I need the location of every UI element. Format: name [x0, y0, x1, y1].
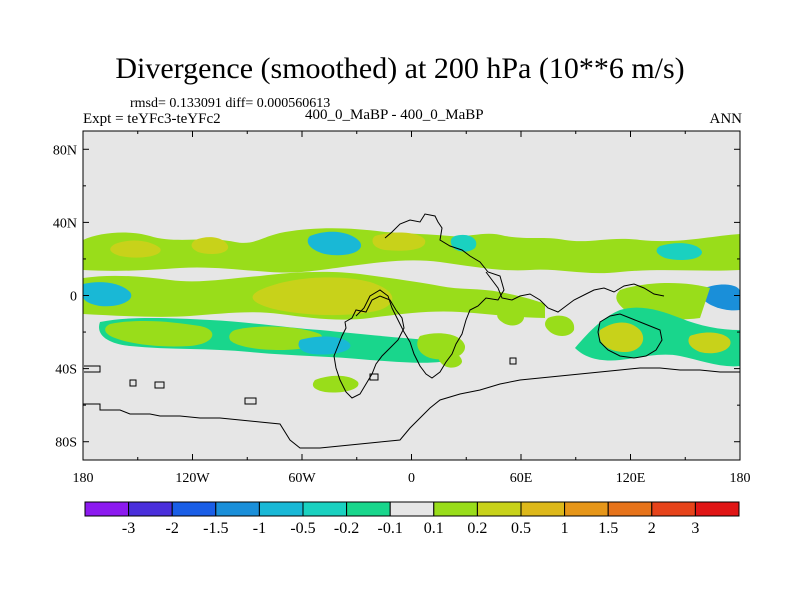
- coastline-antarctica: [83, 367, 740, 449]
- season-label: ANN: [709, 111, 743, 127]
- colorbar-label: 0.1: [424, 520, 444, 537]
- colorbar-label: 3: [691, 520, 699, 537]
- coastline-asia: [485, 271, 665, 313]
- colorbar-swatch: [128, 501, 173, 517]
- x-tick-label: 120E: [616, 471, 646, 486]
- field-south-east-pos-1: [599, 322, 644, 352]
- coastline-africa-europe: [355, 213, 505, 379]
- y-tick-label: 80S: [55, 436, 77, 451]
- x-tick-label: 0: [408, 471, 415, 486]
- contour-fields: [83, 228, 740, 393]
- field-south-east-pos-2: [688, 332, 731, 354]
- coastline-north-patch: [84, 365, 101, 373]
- colorbar-swatch: [258, 501, 304, 517]
- colorbar-label: 0.2: [467, 520, 487, 537]
- field-patch-east-2: [545, 315, 575, 336]
- field-south-tail: [312, 375, 359, 393]
- field-south-neg-1: [298, 336, 351, 355]
- colorbar-label: -1.5: [203, 520, 228, 537]
- coastline-small-islands: [129, 357, 517, 405]
- x-axis-labels: 180 120W 60W 0 60E 120E 180: [73, 471, 751, 486]
- colorbar-label: 0.5: [511, 520, 531, 537]
- colorbar: [84, 501, 740, 517]
- colorbar-label: -3: [122, 520, 135, 537]
- x-tick-label: 60E: [510, 471, 533, 486]
- colorbar-swatch: [520, 501, 566, 517]
- field-equator-neg-west: [83, 282, 132, 307]
- colorbar-swatch: [651, 501, 696, 517]
- x-tick-label: 180: [73, 471, 94, 486]
- colorbar-swatch: [171, 501, 217, 517]
- field-equator-neg-east: [700, 284, 740, 311]
- colorbar-swatch: [476, 501, 522, 517]
- colorbar-swatch: [215, 501, 260, 517]
- y-tick-label: 0: [70, 290, 77, 305]
- colorbar-label: -2: [166, 520, 179, 537]
- colorbar-label: 1.5: [598, 520, 618, 537]
- field-north-neg-2: [450, 234, 477, 252]
- plot-title: Divergence (smoothed) at 200 hPa (10**6 …: [115, 52, 685, 85]
- coastline-australia: [597, 313, 663, 359]
- colorbar-label: -0.1: [378, 520, 403, 537]
- field-north-core-2: [191, 237, 229, 254]
- colorbar-swatch: [84, 501, 130, 517]
- y-tick-label: 80N: [53, 143, 77, 158]
- colorbar-labels: -3 -2 -1.5 -1 -0.5 -0.2 -0.1 0.1 0.2 0.5 1 1.5 2 3: [122, 520, 699, 537]
- x-tick-label: 60W: [288, 471, 316, 486]
- colorbar-label: -0.5: [290, 520, 315, 537]
- field-south-pos-1: [105, 320, 213, 347]
- rmsd-diff-stats: rmsd= 0.133091 diff= 0.000560613: [130, 96, 331, 111]
- x-tick-label: 120W: [175, 471, 210, 486]
- field-north-band: [83, 228, 740, 274]
- y-tick-label: 40S: [55, 363, 77, 378]
- colorbar-swatch: [564, 501, 609, 517]
- x-tick-label: 180: [730, 471, 751, 486]
- field-patch-east-1: [497, 307, 524, 326]
- axis-ticks: [82, 131, 741, 460]
- colorbar-swatch: [389, 501, 435, 517]
- colorbar-swatch: [607, 501, 653, 517]
- colorbar-swatch: [346, 501, 391, 517]
- field-equator-core: [252, 277, 393, 316]
- field-north-core-3: [372, 232, 426, 251]
- field-south-east-band: [575, 307, 740, 367]
- colorbar-label: 2: [648, 520, 656, 537]
- field-north-neg-1: [307, 231, 362, 256]
- field-north-core-1: [110, 240, 161, 258]
- colorbar-swatch: [433, 501, 478, 517]
- coastline-south-america: [333, 295, 405, 399]
- y-tick-label: 40N: [53, 216, 77, 231]
- experiment-label: Expt = teYFc3-teYFc2: [83, 111, 221, 127]
- y-axis-labels: 80N 40N 0 40S 80S: [53, 143, 77, 450]
- colorbar-swatch: [694, 501, 740, 517]
- colorbar-label: -1: [253, 520, 266, 537]
- coastlines: [83, 213, 740, 449]
- field-south-pos-3: [417, 333, 466, 360]
- period-label: 400_0_MaBP - 400_0_MaBP: [305, 107, 484, 123]
- colorbar-label: 1: [561, 520, 569, 537]
- colorbar-swatch: [302, 501, 348, 517]
- field-north-neg-3: [656, 243, 702, 260]
- colorbar-label: -0.2: [334, 520, 359, 537]
